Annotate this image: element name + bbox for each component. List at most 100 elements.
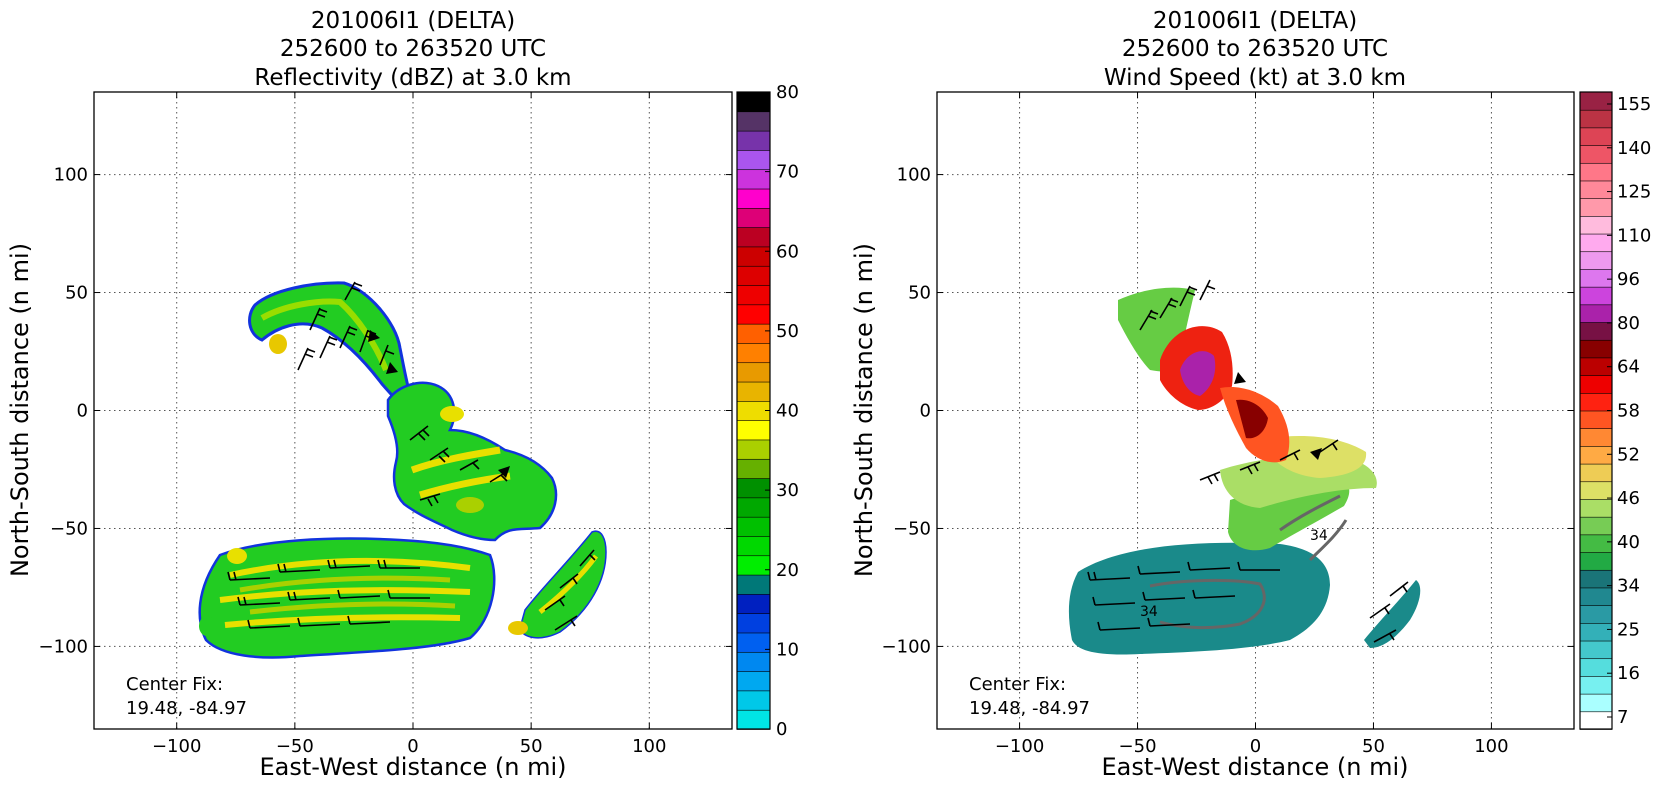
y-tick-label: 0 bbox=[920, 401, 931, 422]
colorbar-swatch bbox=[1579, 640, 1613, 660]
colorbar-swatch bbox=[1579, 551, 1613, 571]
colorbar-swatch bbox=[1579, 374, 1613, 394]
colorbar-swatch bbox=[736, 497, 771, 518]
colorbar-swatch bbox=[736, 304, 771, 325]
colorbar-tick-label: 125 bbox=[1617, 182, 1651, 203]
colorbar-swatch bbox=[736, 612, 771, 634]
x-tick-label: −50 bbox=[1119, 736, 1157, 757]
reflectivity-panel: 201006I1 (DELTA) 252600 to 263520 UTC Re… bbox=[6, 8, 799, 781]
colorbar-swatch bbox=[1579, 604, 1613, 624]
wind-speed-field: 34 34 bbox=[1068, 279, 1421, 655]
panel-title-line-3: Reflectivity (dBZ) at 3.0 km bbox=[254, 65, 571, 91]
colorbar-swatch bbox=[1579, 445, 1613, 465]
colorbar-swatch bbox=[736, 554, 771, 576]
colorbar-swatch bbox=[736, 516, 771, 537]
x-tick-label: 50 bbox=[1362, 736, 1385, 757]
y-tick-label: −50 bbox=[50, 518, 88, 539]
colorbar-swatch bbox=[736, 419, 771, 441]
colorbar-tick-label: 155 bbox=[1617, 94, 1651, 115]
y-tick-label: 50 bbox=[65, 283, 88, 304]
colorbar-tick-label: 64 bbox=[1617, 357, 1640, 378]
colorbar-swatch bbox=[1579, 180, 1613, 199]
panel-title-line-3: Wind Speed (kt) at 3.0 km bbox=[1104, 65, 1406, 91]
colorbar-tick-label: 40 bbox=[776, 401, 799, 422]
colorbar-swatch bbox=[736, 458, 771, 479]
colorbar-swatch bbox=[1579, 693, 1613, 713]
colorbar-tick-label: 46 bbox=[1617, 488, 1640, 509]
x-tick-label: 0 bbox=[1250, 736, 1261, 757]
colorbar-swatch bbox=[736, 709, 771, 730]
panel-title-line-1: 201006I1 (DELTA) bbox=[311, 8, 515, 34]
y-tick-label: −100 bbox=[39, 636, 88, 657]
x-tick-label: 0 bbox=[407, 736, 418, 757]
colorbar-tick-label: 0 bbox=[776, 719, 787, 740]
colorbar-swatch bbox=[736, 149, 771, 171]
x-tick-label: −100 bbox=[995, 736, 1044, 757]
svg-text:34: 34 bbox=[1140, 604, 1158, 620]
panel-title-line-2: 252600 to 263520 UTC bbox=[1122, 36, 1388, 62]
center-fix-label: Center Fix: bbox=[969, 674, 1066, 695]
colorbar-swatch bbox=[1579, 622, 1613, 642]
colorbar-swatch bbox=[736, 246, 771, 267]
colorbar-tick-label: 110 bbox=[1617, 225, 1651, 246]
colorbar-swatch bbox=[736, 535, 771, 557]
colorbar-swatch bbox=[1579, 339, 1613, 359]
colorbar-swatch bbox=[1579, 109, 1613, 129]
x-axis-label: East-West distance (n mi) bbox=[259, 753, 566, 781]
colorbar-tick-label: 140 bbox=[1617, 138, 1651, 159]
y-tick-label: 100 bbox=[54, 165, 88, 186]
colorbar-swatch bbox=[1579, 215, 1613, 235]
colorbar-swatch bbox=[736, 593, 771, 614]
colorbar-swatch bbox=[1579, 463, 1613, 483]
colorbar-tick-label: 25 bbox=[1617, 619, 1640, 640]
axis-ticks: −100 −50 0 50 100 100 50 0 −50 −100 bbox=[882, 92, 1574, 757]
colorbar-tick-label: 10 bbox=[776, 639, 799, 660]
colorbar-swatch bbox=[1579, 534, 1613, 553]
x-tick-label: 100 bbox=[1474, 736, 1508, 757]
colorbar-tick-label: 80 bbox=[776, 82, 799, 103]
colorbar-tick-label: 40 bbox=[1617, 532, 1640, 553]
y-tick-label: −50 bbox=[893, 518, 931, 539]
panel-title-line-2: 252600 to 263520 UTC bbox=[280, 36, 546, 62]
colorbar-swatch bbox=[736, 207, 771, 228]
colorbar-swatch bbox=[1579, 233, 1613, 253]
colorbar-swatch bbox=[736, 323, 771, 344]
colorbar-swatch bbox=[1579, 427, 1613, 447]
colorbar-swatch bbox=[1579, 711, 1613, 730]
colorbar-swatch bbox=[736, 91, 771, 113]
colorbar-tick-label: 20 bbox=[776, 560, 799, 581]
colorbar-swatch bbox=[736, 690, 771, 711]
colorbar-swatch bbox=[1579, 675, 1613, 695]
colorbar-swatch bbox=[1579, 587, 1613, 606]
colorbar-swatch bbox=[736, 477, 771, 499]
colorbar-swatch bbox=[736, 226, 771, 248]
y-tick-label: −100 bbox=[882, 636, 931, 657]
wind-speed-panel: 201006I1 (DELTA) 252600 to 263520 UTC Wi… bbox=[850, 8, 1651, 781]
colorbar-tick-label: 70 bbox=[776, 162, 799, 183]
y-tick-label: 100 bbox=[897, 165, 931, 186]
x-tick-label: 50 bbox=[520, 736, 543, 757]
colorbar-swatch bbox=[1579, 162, 1613, 182]
colorbar-swatch bbox=[1579, 286, 1613, 306]
colorbar-tick-label: 80 bbox=[1617, 313, 1640, 334]
colorbar-swatch bbox=[736, 168, 771, 190]
colorbar-swatch bbox=[736, 381, 771, 402]
colorbar-swatch bbox=[736, 111, 771, 132]
center-fix-value: 19.48, -84.97 bbox=[969, 698, 1090, 719]
colorbar-tick-label: 34 bbox=[1617, 576, 1640, 597]
colorbar-swatch bbox=[736, 342, 771, 364]
y-axis-label: North-South distance (n mi) bbox=[850, 243, 878, 577]
colorbar-swatch bbox=[1579, 321, 1613, 341]
colorbar-tick-label: 52 bbox=[1617, 444, 1640, 465]
colorbar-swatch bbox=[1579, 410, 1613, 429]
y-tick-label: 0 bbox=[77, 401, 88, 422]
colorbar-tick-label: 96 bbox=[1617, 269, 1640, 290]
colorbar-swatch bbox=[736, 439, 771, 460]
colorbar-tick-label: 30 bbox=[776, 480, 799, 501]
colorbar-swatch bbox=[736, 361, 771, 383]
colorbar-swatch bbox=[1579, 498, 1613, 518]
wind-speed-colorbar: 7 16 25 34 40 46 52 58 64 80 96 110 125 140 155 bbox=[1579, 91, 1651, 730]
colorbar-tick-label: 58 bbox=[1617, 401, 1640, 422]
y-tick-label: 50 bbox=[908, 283, 931, 304]
